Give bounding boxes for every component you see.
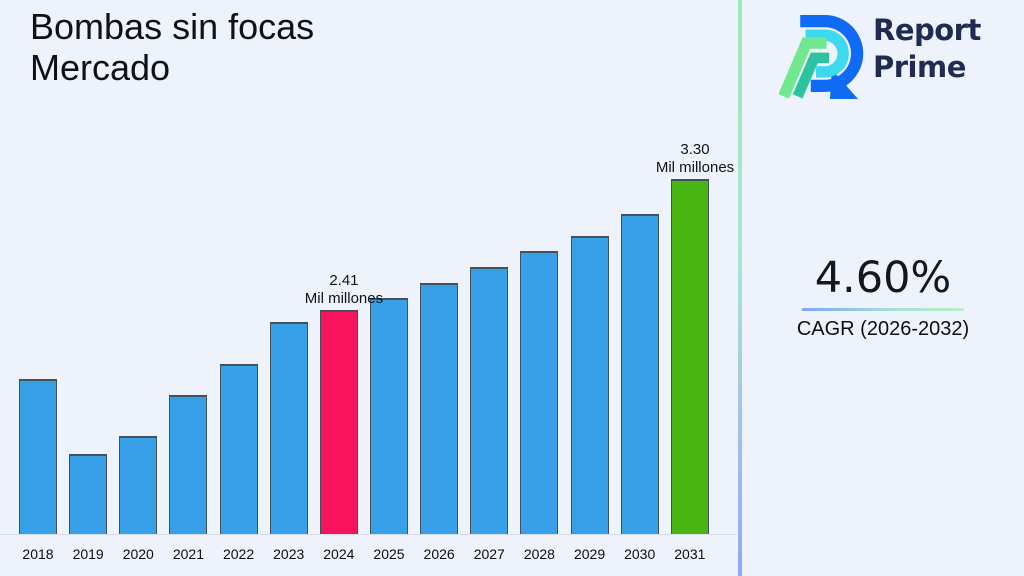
x-tick-2019: 2019 [72,546,104,562]
bar-2021 [169,395,208,535]
logo-word-prime: Prime [873,50,966,84]
x-tick-2024: 2024 [323,546,355,562]
bar-2026 [420,283,459,535]
x-tick-2018: 2018 [22,546,54,562]
bar-2023 [269,322,308,535]
bar-2022 [219,364,258,535]
page-title: Bombas sin focas Mercado [30,6,314,88]
logo-wordmark: Report Prime [873,12,981,86]
bar-2027 [470,267,509,535]
cagr-underline [802,308,964,311]
bar-2025 [369,298,408,535]
report-prime-logo: Report Prime [779,8,981,99]
cagr-panel: 4.60% CAGR (2026-2032) [780,252,986,341]
x-tick-2020: 2020 [122,546,154,562]
page-title-line2: Mercado [30,47,171,88]
bar-2019 [69,454,108,535]
x-axis-baseline [0,534,737,535]
x-axis-labels: 2018 2019 2020 2021 2022 2023 2024 2025 2026 2027… [19,546,709,562]
x-tick-2025: 2025 [373,546,405,562]
cagr-value: 4.60% [814,253,952,303]
x-tick-2027: 2027 [473,546,505,562]
bar-2018 [19,379,57,535]
chart: 2018 2019 2020 2021 2022 2023 2024 2025 2026 2027… [0,141,737,562]
logo-word-report: Report [873,13,981,47]
bar-2030 [620,214,659,535]
bar-2028 [520,251,559,535]
bar-plot [19,157,709,535]
x-tick-2026: 2026 [423,546,455,562]
bar-annotation-2031: 3.30 Mil millones [655,141,735,176]
bar-annotation-2024: 2.41 Mil millones [304,272,384,307]
bar-2024 [319,310,358,535]
bar-2029 [570,236,609,535]
x-tick-2021: 2021 [172,546,204,562]
bar-2031 [670,179,709,535]
x-tick-2031: 2031 [674,546,706,562]
vertical-divider [738,0,742,576]
report-prime-logo-icon [779,15,864,99]
x-tick-2030: 2030 [624,546,656,562]
x-tick-2023: 2023 [273,546,305,562]
page-title-line1: Bombas sin focas [30,6,315,47]
x-tick-2022: 2022 [222,546,255,562]
x-tick-2028: 2028 [523,546,555,562]
cagr-label: CAGR (2026-2032) [796,318,970,340]
x-tick-2029: 2029 [573,546,606,562]
bar-2020 [119,436,158,535]
